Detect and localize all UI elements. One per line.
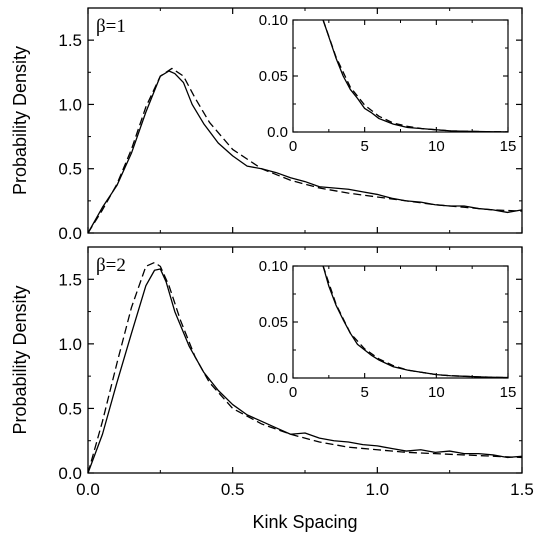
panel-label: β=1 [96, 16, 126, 37]
inset-series-line-dashed [322, 19, 509, 133]
y-tick-label: 0.0 [58, 464, 82, 483]
y-tick-label: 1.5 [58, 31, 82, 50]
inset-x-tick-label: 10 [428, 138, 445, 155]
series-line-dashed [87, 67, 523, 234]
inset-y-tick-label: 0.10 [259, 12, 288, 29]
series-line-solid [87, 70, 523, 234]
y-tick-label: 0.0 [58, 224, 82, 243]
inset-x-tick-label: 10 [428, 384, 445, 401]
y-tick-label: 1.0 [58, 335, 82, 354]
inset-y-tick-label: 0.0 [267, 124, 288, 141]
y-axis-title: Probability Density [10, 46, 30, 195]
inset-x-tick-label: 0 [289, 384, 297, 401]
inset-x-tick-label: 15 [500, 384, 517, 401]
y-tick-label: 1.5 [58, 270, 82, 289]
inset-plot: 0.0 0.05 0.10 0 5 10 15 [259, 258, 517, 401]
x-tick-label: 0.5 [221, 480, 245, 499]
inset-x-tick-label: 5 [360, 138, 368, 155]
inset-frame [292, 265, 509, 379]
inset-y-tick-label: 0.0 [267, 370, 288, 387]
inset-x-tick-label: 15 [500, 138, 517, 155]
inset-x-tick-label: 5 [360, 384, 368, 401]
panel-2: 0.0 0.5 1.0 1.5 0.0 0.5 1.0 1.5 Probability Dens… [10, 246, 534, 532]
y-tick-label: 1.0 [58, 95, 82, 114]
inset-y-tick-label: 0.05 [259, 314, 288, 331]
series-line-solid [87, 268, 523, 474]
inset-series-line-dashed [322, 265, 509, 379]
inset-frame [292, 19, 509, 133]
y-axis-title: Probability Density [10, 285, 30, 434]
inset-plot: 0.0 0.05 0.10 0 5 10 15 [259, 12, 517, 155]
panel-label: β=2 [96, 255, 126, 276]
y-tick-label: 0.5 [58, 399, 82, 418]
inset-y-tick-label: 0.05 [259, 68, 288, 85]
x-tick-label: 1.0 [366, 480, 390, 499]
x-axis-title: Kink Spacing [252, 512, 357, 532]
x-tick-label: 0.0 [76, 480, 100, 499]
x-tick-label: 1.5 [510, 480, 534, 499]
series-line-dashed [87, 261, 523, 474]
y-tick-label: 0.5 [58, 160, 82, 179]
inset-x-tick-label: 0 [289, 138, 297, 155]
inset-y-tick-label: 0.10 [259, 258, 288, 275]
